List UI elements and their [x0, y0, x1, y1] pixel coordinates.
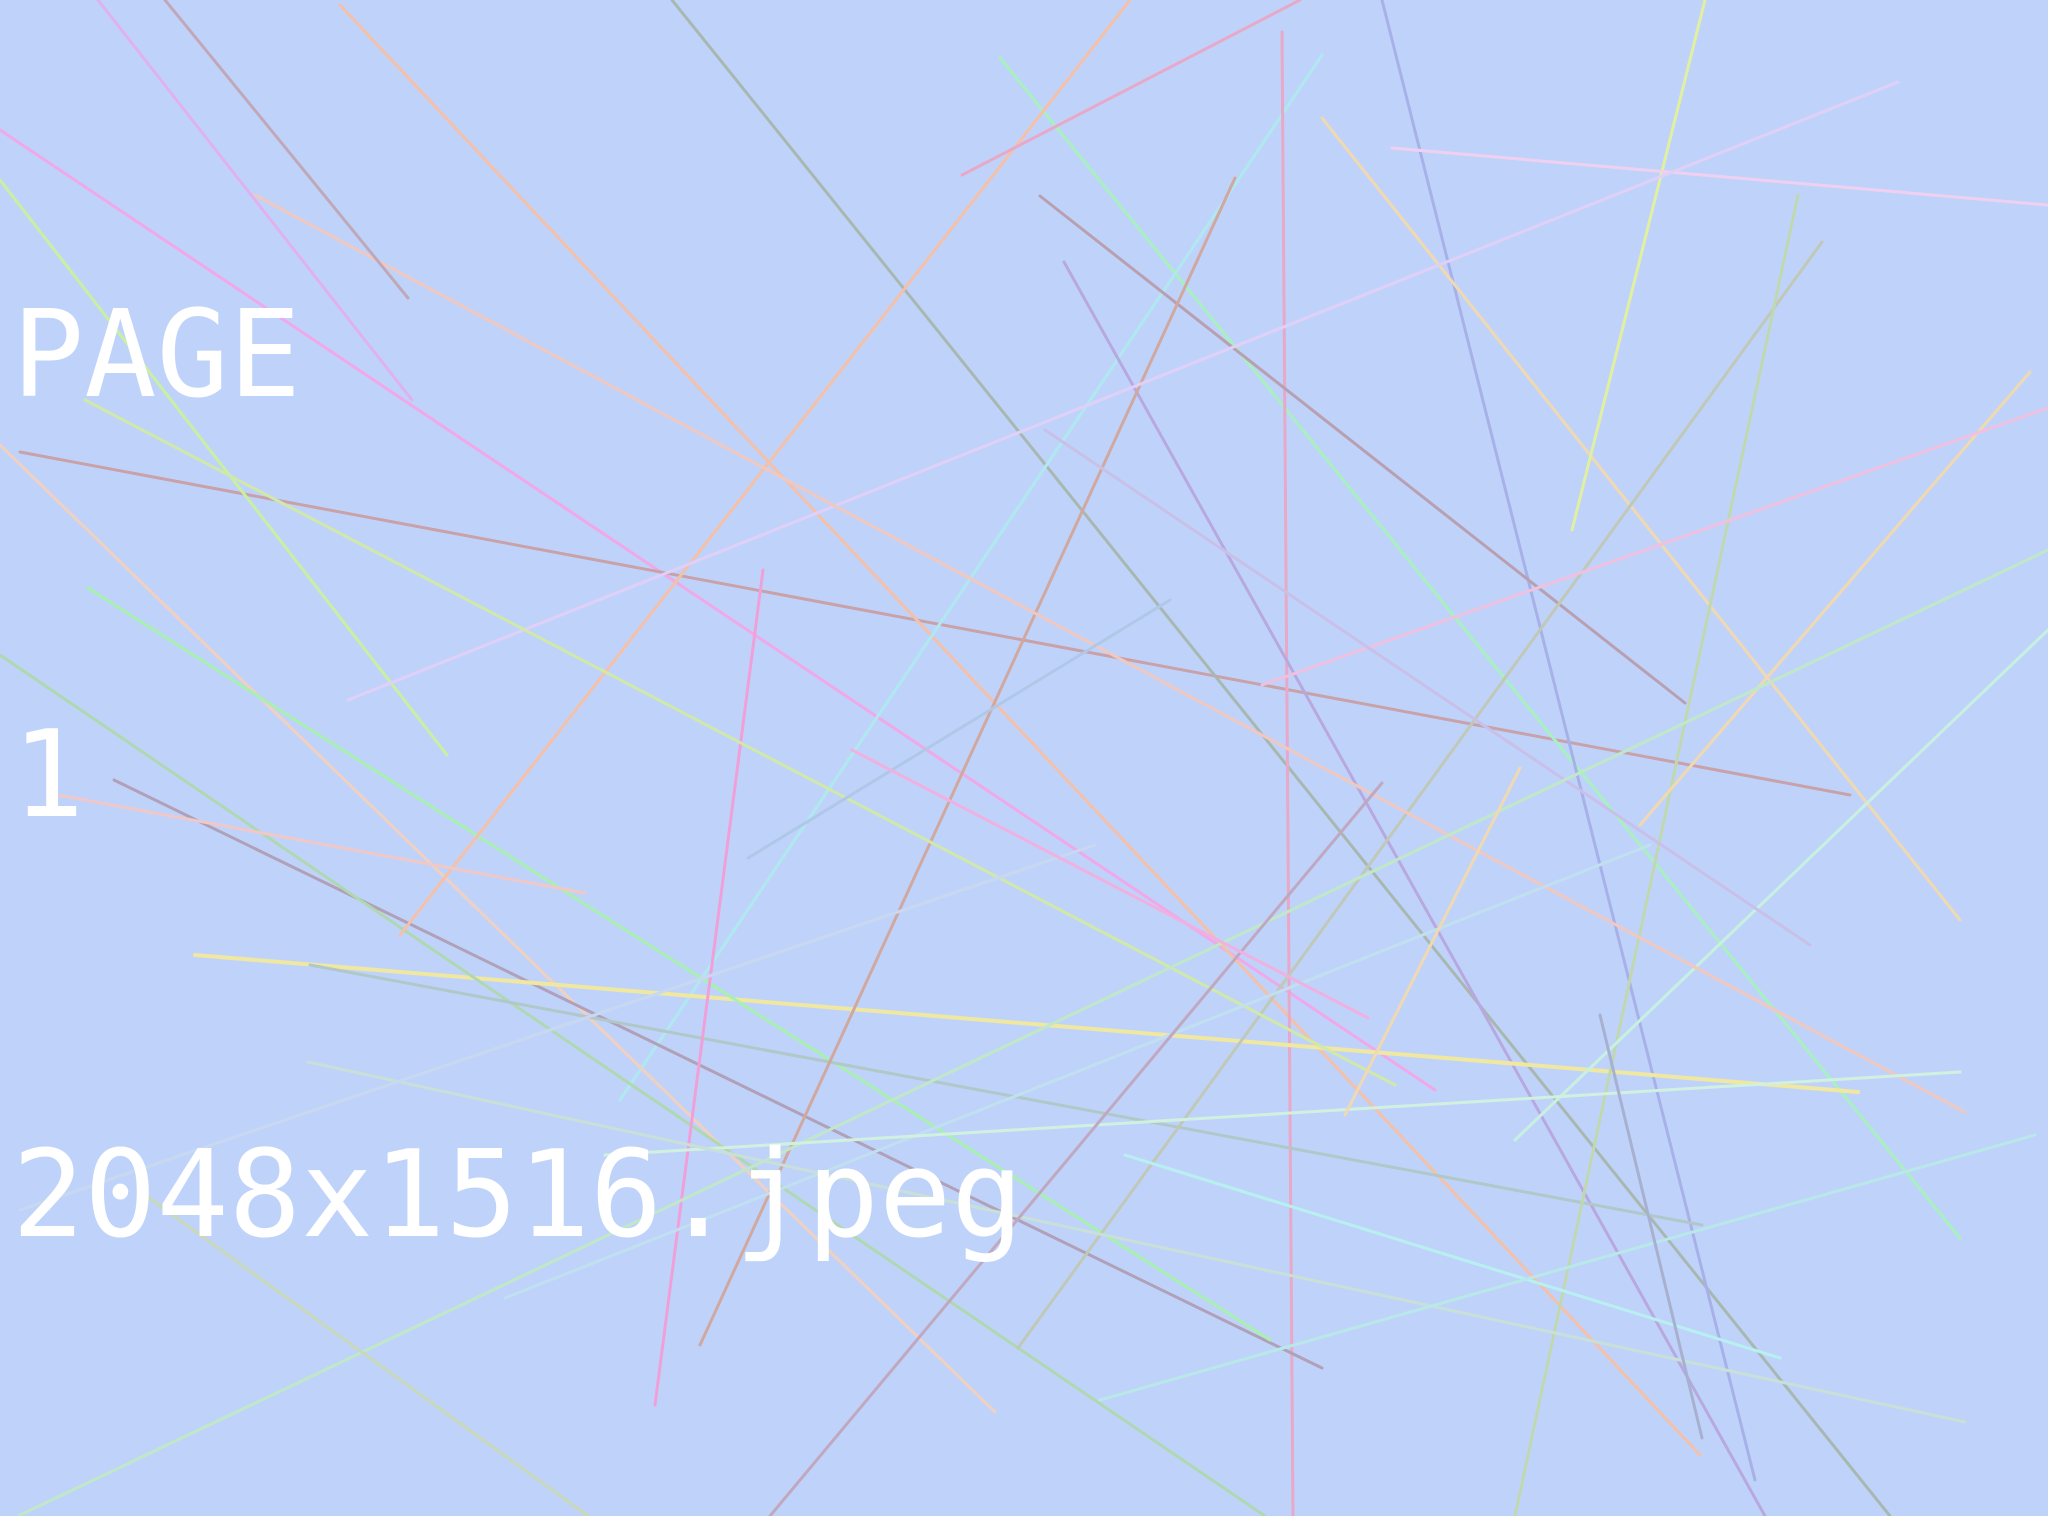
line	[1280, 30, 1295, 1516]
line	[1570, 0, 1707, 532]
line	[96, 0, 414, 402]
line	[1513, 628, 2048, 1142]
page-caption: PAGE 1 2048x1516.jpeg	[12, 6, 1023, 1516]
line	[1260, 406, 2048, 687]
line	[1380, 0, 1757, 1482]
line	[0, 443, 997, 1414]
caption-line-filename: 2048x1516.jpeg	[12, 1126, 1024, 1265]
caption-line-page: PAGE	[12, 286, 301, 425]
line	[603, 1070, 1962, 1157]
line	[1343, 766, 1522, 1117]
line	[0, 653, 1267, 1516]
line	[346, 80, 1900, 702]
line	[670, 0, 1892, 1516]
line	[18, 450, 1852, 797]
line	[253, 193, 1967, 1114]
line	[86, 586, 1272, 1342]
line	[83, 398, 1397, 1087]
line	[653, 568, 765, 1407]
line	[1598, 1013, 1704, 1440]
line	[18, 843, 1097, 1212]
line	[143, 1193, 590, 1516]
line	[18, 548, 2048, 1516]
line	[1038, 194, 1687, 705]
line	[1123, 1153, 1782, 1360]
line	[1513, 193, 1800, 1516]
line	[1638, 370, 2032, 827]
line	[960, 0, 1302, 177]
line	[1320, 116, 1962, 922]
line	[998, 56, 1962, 1240]
line	[306, 1060, 1967, 1424]
line	[1390, 146, 2048, 207]
line	[768, 781, 1384, 1516]
caption-line-number: 1	[12, 706, 85, 845]
line	[308, 963, 1704, 1227]
line	[163, 0, 410, 300]
line	[850, 748, 1370, 1020]
line	[1043, 428, 1812, 947]
line	[746, 598, 1172, 860]
line	[338, 3, 1702, 1457]
line	[1098, 1133, 2037, 1402]
line	[112, 778, 1324, 1370]
line	[1062, 260, 1767, 1516]
line	[56, 793, 587, 895]
line	[503, 843, 1652, 1300]
line	[1016, 240, 1824, 1350]
line	[0, 178, 449, 757]
